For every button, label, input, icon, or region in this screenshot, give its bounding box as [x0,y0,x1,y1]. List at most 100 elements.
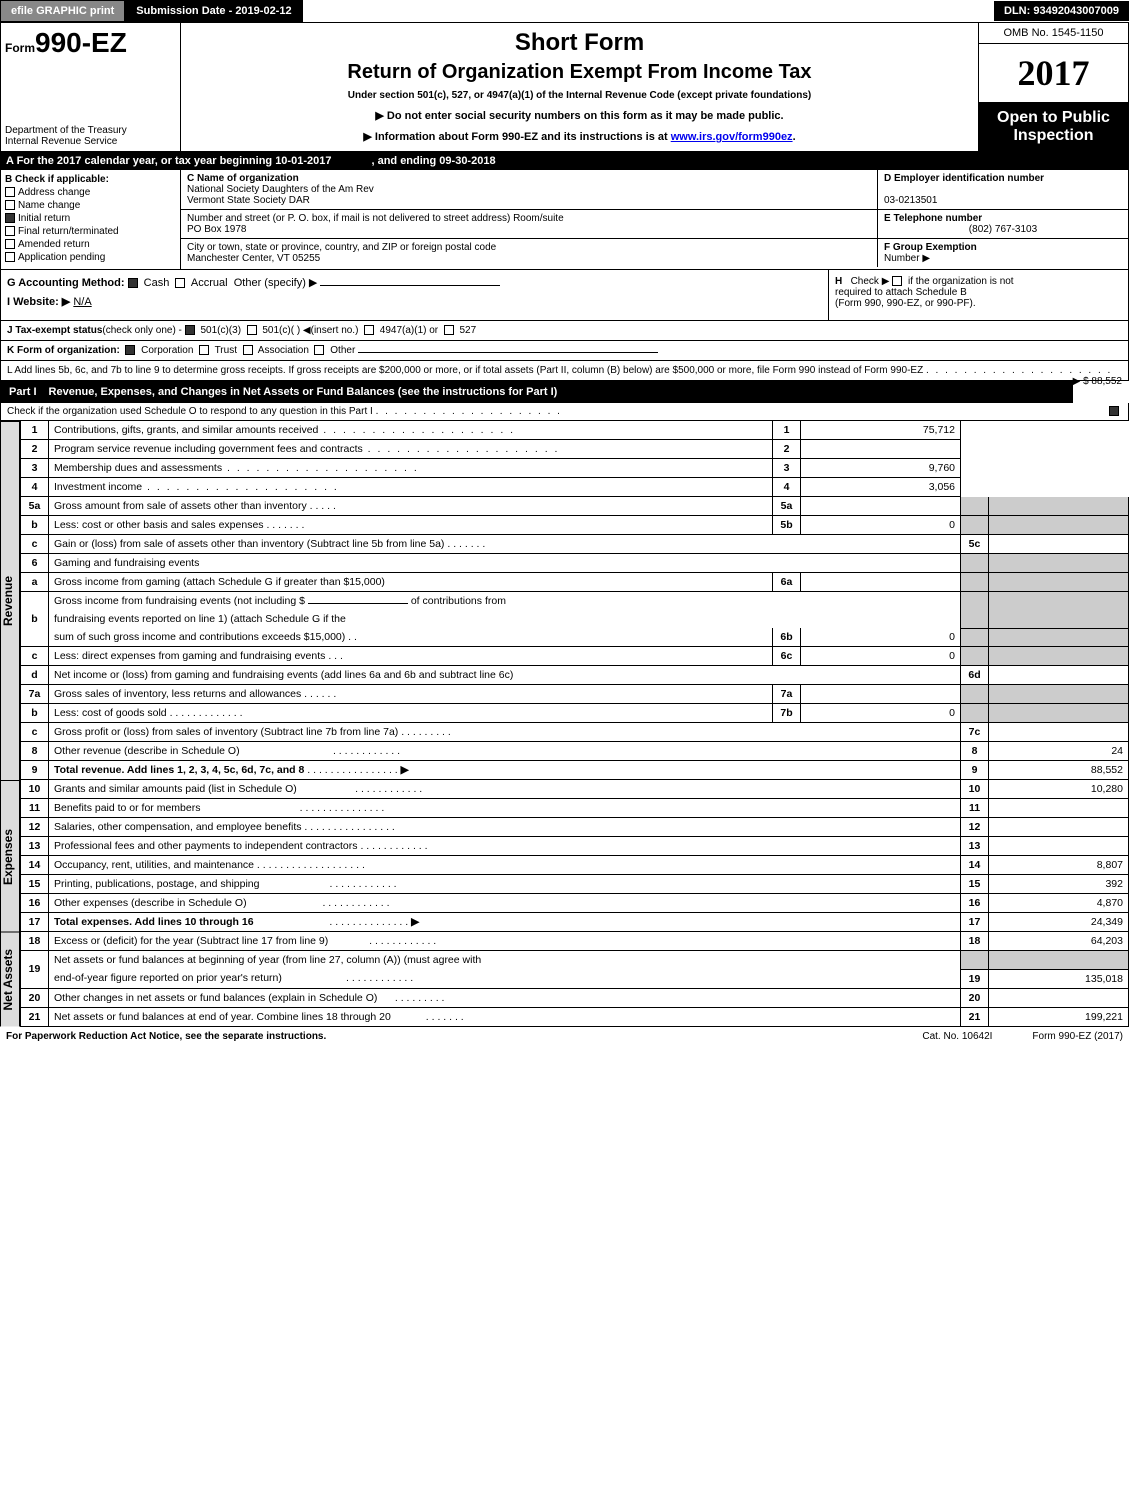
final-return-checkbox[interactable] [5,226,15,236]
f-label2: Number ▶ [884,253,930,264]
initial-return-checkbox[interactable] [5,213,15,223]
other-org-checkbox[interactable] [314,345,324,355]
box-num: 16 [961,894,989,913]
line-num: 2 [21,440,49,459]
dept-treasury: Department of the Treasury [5,125,176,136]
i-label: I Website: ▶ [7,296,70,308]
g-label: G Accounting Method: [7,277,125,289]
l-value: ▶ $ 88,552 [1073,376,1122,387]
table-row: bGross income from fundraising events (n… [21,592,1129,611]
line-desc: Printing, publications, postage, and shi… [54,878,259,890]
trust-checkbox[interactable] [199,345,209,355]
h-label: H [835,276,842,287]
box-num: 7c [961,723,989,742]
line-desc: Occupancy, rent, utilities, and maintena… [54,859,254,871]
cash-checkbox[interactable] [128,278,138,288]
box-num: 2 [773,440,801,459]
line-num: 12 [21,818,49,837]
h-text3: required to attach Schedule B [835,287,967,298]
open-public-2: Inspection [985,127,1122,145]
mid-num: 7a [773,685,801,704]
527-checkbox[interactable] [444,325,454,335]
table-row: 2Program service revenue including gover… [21,440,1129,459]
info-post: . [793,131,796,143]
line-value [989,988,1129,1007]
line-num: 6 [21,554,49,573]
box-num: 1 [773,421,801,440]
box-num: 13 [961,837,989,856]
line-value: 392 [989,875,1129,894]
address-change-checkbox[interactable] [5,187,15,197]
4947-checkbox[interactable] [364,325,374,335]
mid-value [801,685,961,704]
efile-print-button[interactable]: efile GRAPHIC print [0,0,125,22]
schedule-o-checkbox[interactable] [1109,406,1119,416]
box-num: 14 [961,856,989,875]
expenses-tab: Expenses [0,780,20,932]
final-return-label: Final return/terminated [18,226,119,237]
accrual-label: Accrual [191,277,228,289]
501c3-checkbox[interactable] [185,325,195,335]
501c-checkbox[interactable] [247,325,257,335]
return-title: Return of Organization Exempt From Incom… [187,61,972,84]
line-num: b [21,516,49,535]
table-row: 4Investment income43,056 [21,478,1129,497]
table-row: 9Total revenue. Add lines 1, 2, 3, 4, 5c… [21,761,1129,780]
line-num: b [21,704,49,723]
line-value: 4,870 [989,894,1129,913]
line-value: 10,280 [989,780,1129,799]
table-row: 13 Professional fees and other payments t… [21,837,1129,856]
line-desc: sum of such gross income and contributio… [54,631,345,643]
amended-return-checkbox[interactable] [5,239,15,249]
line-desc: end-of-year figure reported on prior yea… [54,972,282,984]
mid-num: 5a [773,497,801,516]
other-org-input[interactable] [358,352,658,353]
application-pending-checkbox[interactable] [5,252,15,262]
assoc-checkbox[interactable] [243,345,253,355]
other-org-label: Other [330,345,355,356]
mid-num: 6b [773,628,801,647]
box-num: 4 [773,478,801,497]
box-num: 6d [961,666,989,685]
gray-cell [961,554,989,573]
gray-cell [989,951,1129,970]
subtitle: Under section 501(c), 527, or 4947(a)(1)… [187,90,972,101]
trust-label: Trust [215,345,237,356]
line-desc: Less: direct expenses from gaming and fu… [54,650,325,662]
row-a-text: A For the 2017 calendar year, or tax yea… [6,155,331,167]
gray-cell [961,592,989,629]
line-desc: Professional fees and other payments to … [54,840,358,852]
table-row: 8Other revenue (describe in Schedule O) … [21,742,1129,761]
line-desc: Gross sales of inventory, less returns a… [54,688,301,700]
line-num: 10 [21,780,49,799]
line-desc: Net assets or fund balances at beginning… [49,951,961,970]
accrual-checkbox[interactable] [175,278,185,288]
line-desc: of contributions from [411,595,506,607]
h-checkbox[interactable] [892,276,902,286]
table-row: bLess: cost or other basis and sales exp… [21,516,1129,535]
short-form-title: Short Form [187,29,972,57]
name-change-checkbox[interactable] [5,200,15,210]
line-num: a [21,573,49,592]
table-row: 18Excess or (deficit) for the year (Subt… [21,932,1129,951]
box-num: 11 [961,799,989,818]
h-text2: if the organization is not [908,276,1014,287]
527-label: 527 [459,325,476,336]
irs-link[interactable]: www.irs.gov/form990ez [671,131,793,143]
street-value: PO Box 1978 [187,224,246,235]
mid-num: 5b [773,516,801,535]
line-num: 11 [21,799,49,818]
city-value: Manchester Center, VT 05255 [187,253,320,264]
gray-cell [961,497,989,516]
other-specify-input[interactable] [320,285,500,286]
website-value: N/A [73,296,91,308]
table-row: 21Net assets or fund balances at end of … [21,1007,1129,1026]
line-desc: Less: cost of goods sold [54,707,167,719]
corp-checkbox[interactable] [125,345,135,355]
line-desc: Other expenses (describe in Schedule O) [54,897,247,909]
table-row: aGross income from gaming (attach Schedu… [21,573,1129,592]
table-row: 7a Gross sales of inventory, less returns… [21,685,1129,704]
line-value: 135,018 [989,969,1129,988]
cash-label: Cash [144,277,170,289]
mid-num: 6a [773,573,801,592]
